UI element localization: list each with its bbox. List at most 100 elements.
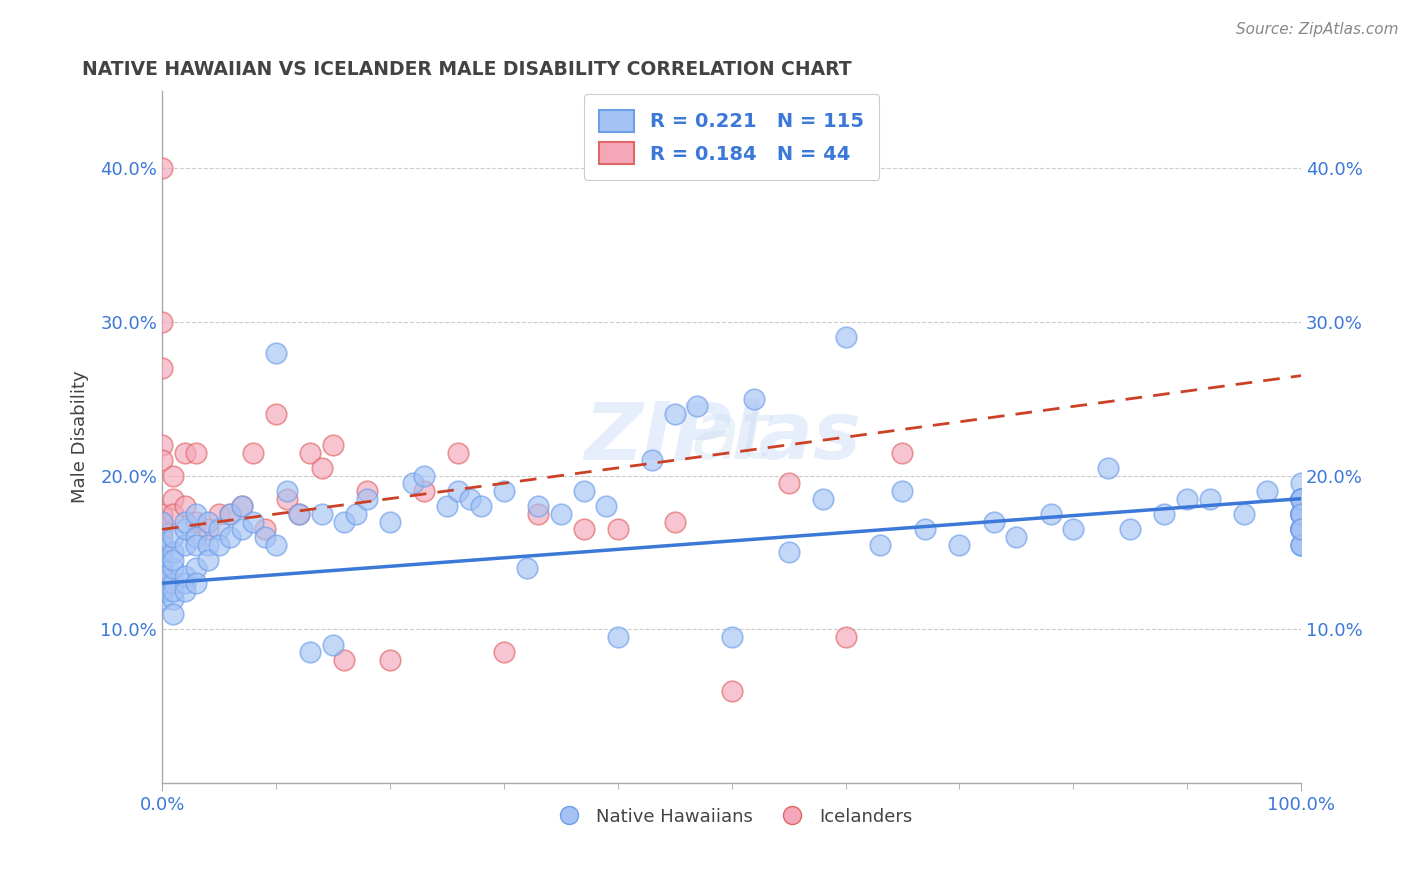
Point [834,330,856,344]
Point [983,515,1005,529]
Point [413,468,436,483]
Point [150,538,173,552]
Point [150,530,173,544]
Point [1289,491,1312,506]
Point [150,438,173,452]
Point [378,515,401,529]
Point [276,483,298,498]
Text: NATIVE HAWAIIAN VS ICELANDER MALE DISABILITY CORRELATION CHART: NATIVE HAWAIIAN VS ICELANDER MALE DISABI… [83,60,852,78]
Point [162,507,184,521]
Point [150,453,173,467]
Point [322,438,344,452]
Point [595,500,617,514]
Point [197,538,219,552]
Point [606,630,628,644]
Point [231,522,253,536]
Point [1289,507,1312,521]
Point [186,515,208,529]
Point [378,653,401,667]
Y-axis label: Male Disability: Male Disability [72,371,89,503]
Point [1289,507,1312,521]
Point [173,522,195,536]
Point [1289,507,1312,521]
Point [664,407,686,421]
Point [447,445,470,459]
Point [1289,491,1312,506]
Point [1289,491,1312,506]
Point [1289,522,1312,536]
Point [150,545,173,559]
Point [264,538,287,552]
Point [162,530,184,544]
Point [641,453,664,467]
Point [891,445,914,459]
Point [1289,507,1312,521]
Point [1175,491,1198,506]
Point [173,583,195,598]
Point [186,561,208,575]
Point [150,361,173,376]
Point [197,515,219,529]
Point [299,645,322,659]
Point [186,445,208,459]
Point [1289,522,1312,536]
Point [150,515,173,529]
Point [1289,491,1312,506]
Point [869,538,891,552]
Text: ZIP: ZIP [585,398,731,476]
Point [219,530,242,544]
Point [186,530,208,544]
Point [572,522,595,536]
Point [253,522,276,536]
Point [1289,507,1312,521]
Point [744,392,766,406]
Point [242,445,264,459]
Point [208,522,231,536]
Point [208,507,231,521]
Point [1289,507,1312,521]
Point [231,500,253,514]
Point [162,607,184,621]
Point [1289,507,1312,521]
Point [173,568,195,582]
Point [150,315,173,329]
Point [1289,522,1312,536]
Point [219,507,242,521]
Point [470,500,492,514]
Point [1289,522,1312,536]
Point [162,591,184,606]
Point [686,400,709,414]
Text: las: las [731,398,862,476]
Point [1289,491,1312,506]
Point [1153,507,1175,521]
Point [436,500,458,514]
Point [173,515,195,529]
Point [664,515,686,529]
Point [458,491,481,506]
Point [162,491,184,506]
Point [150,583,173,598]
Point [720,683,742,698]
Point [516,561,538,575]
Point [948,538,970,552]
Point [287,507,309,521]
Point [162,468,184,483]
Point [264,345,287,359]
Point [197,553,219,567]
Point [1289,522,1312,536]
Point [527,500,550,514]
Point [834,630,856,644]
Point [276,491,298,506]
Point [1289,522,1312,536]
Point [778,545,800,559]
Point [162,576,184,591]
Point [242,515,264,529]
Point [1233,507,1256,521]
Point [162,583,184,598]
Point [173,538,195,552]
Point [1289,522,1312,536]
Point [264,407,287,421]
Point [333,515,356,529]
Point [1289,522,1312,536]
Point [173,500,195,514]
